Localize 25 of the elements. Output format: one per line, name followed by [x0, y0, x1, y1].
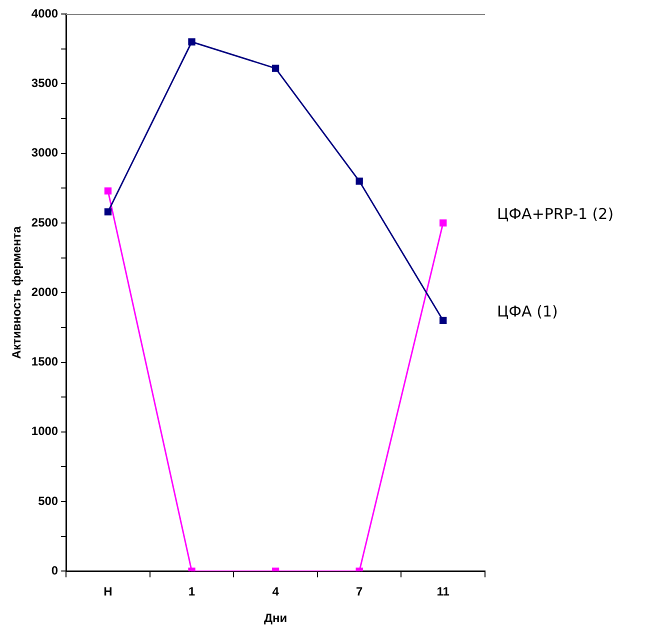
y-tick-label: 1000	[31, 424, 58, 438]
point	[188, 38, 196, 46]
y-tick-label: 3000	[31, 146, 58, 160]
y-tick-label: 500	[38, 494, 58, 508]
y-tick-label: 0	[51, 564, 58, 578]
point	[272, 64, 280, 72]
y-tick-label: 3500	[31, 76, 58, 90]
y-tick-label: 1500	[31, 354, 58, 369]
y-tick-label: 2500	[31, 215, 58, 230]
point	[356, 178, 363, 185]
x-tick-label: 1	[188, 584, 196, 599]
text: ЦФА+PRP-1 (2)	[497, 204, 614, 223]
text: ЦФА (1)	[497, 302, 558, 320]
point	[440, 316, 447, 324]
y-tick-label: 2000	[31, 284, 58, 299]
x-tick-label: 4	[272, 584, 280, 599]
y-tick-label: 4000	[31, 6, 58, 20]
point	[104, 187, 112, 194]
point	[104, 208, 112, 216]
point	[440, 219, 447, 227]
x-tick-label: 7	[356, 584, 363, 599]
x-tick-label: Н	[104, 584, 112, 599]
y-axis-title: Активность фермента	[10, 226, 24, 359]
x-axis-title: Дни	[264, 611, 288, 626]
x-tick-label: 11	[436, 584, 450, 599]
